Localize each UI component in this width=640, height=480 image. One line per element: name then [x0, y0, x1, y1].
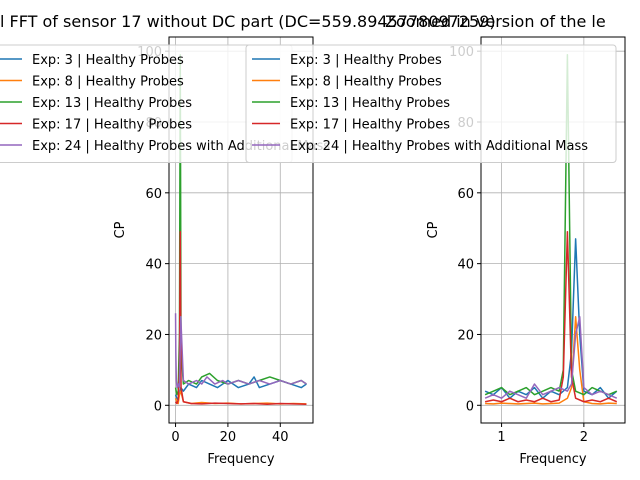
- right-legend-entry-2: Exp: 8 | Healthy Probes: [290, 75, 442, 90]
- right-series-line-1: [484, 238, 618, 399]
- left-chart-series: [174, 53, 307, 405]
- right-xtick-label: 1: [497, 430, 505, 445]
- left-xtick-label: 40: [272, 430, 289, 445]
- right-series-line-5: [484, 316, 618, 399]
- right-ytick-label: 40: [457, 258, 474, 273]
- right-legend-entry-5: Exp: 24 | Healthy Probes with Additional…: [290, 139, 588, 154]
- left-xtick-label: 0: [171, 430, 179, 445]
- right-legend-entry-1: Exp: 3 | Healthy Probes: [290, 53, 442, 68]
- right-ytick-label: 0: [466, 399, 474, 414]
- left-chart-frame: [168, 36, 314, 424]
- right-chart: Zoomed in version of the le 120204060801…: [245, 12, 626, 467]
- right-series-line-3: [484, 53, 618, 396]
- right-chart-legend: Exp: 3 | Healthy Probes Exp: 8 | Healthy …: [245, 44, 617, 163]
- left-ytick-label: 60: [145, 187, 162, 202]
- left-legend-entry-1: Exp: 3 | Healthy Probes: [32, 53, 184, 68]
- right-series-line-4: [484, 231, 618, 403]
- left-series-line-5: [174, 313, 307, 389]
- right-chart-series: [484, 53, 618, 405]
- right-ytick-label: 60: [457, 187, 474, 202]
- left-ytick-label: 20: [145, 328, 162, 343]
- right-chart-ylabel: CP: [426, 221, 441, 238]
- left-series-line-2: [174, 390, 307, 405]
- right-chart-title: Zoomed in version of the le: [385, 12, 606, 31]
- left-series-line-4: [174, 231, 307, 405]
- right-legend-entry-4: Exp: 17 | Healthy Probes: [290, 118, 450, 133]
- right-xtick-label: 2: [580, 430, 588, 445]
- left-xtick-label: 20: [220, 430, 237, 445]
- right-legend-entry-3: Exp: 13 | Healthy Probes: [290, 96, 450, 111]
- left-chart-xlabel: Frequency: [207, 452, 274, 467]
- left-ytick-label: 0: [154, 399, 162, 414]
- right-chart-xlabel: Frequency: [519, 452, 586, 467]
- left-legend-entry-2: Exp: 8 | Healthy Probes: [32, 75, 184, 90]
- right-ytick-label: 20: [457, 328, 474, 343]
- right-legend-box: [245, 44, 617, 163]
- left-chart-title: l FFT of sensor 17 without DC part (DC=5…: [0, 12, 496, 31]
- left-chart: l FFT of sensor 17 without DC part (DC=5…: [0, 12, 496, 467]
- left-chart-ylabel: CP: [113, 221, 128, 238]
- left-chart-legend: Exp: 3 | Healthy Probes Exp: 8 | Healthy …: [0, 44, 330, 163]
- right-series-line-2: [485, 316, 617, 405]
- right-chart-frame: [480, 36, 626, 424]
- left-legend-entry-4: Exp: 17 | Healthy Probes: [32, 118, 192, 133]
- left-legend-entry-3: Exp: 13 | Healthy Probes: [32, 96, 192, 111]
- left-ytick-label: 40: [145, 258, 162, 273]
